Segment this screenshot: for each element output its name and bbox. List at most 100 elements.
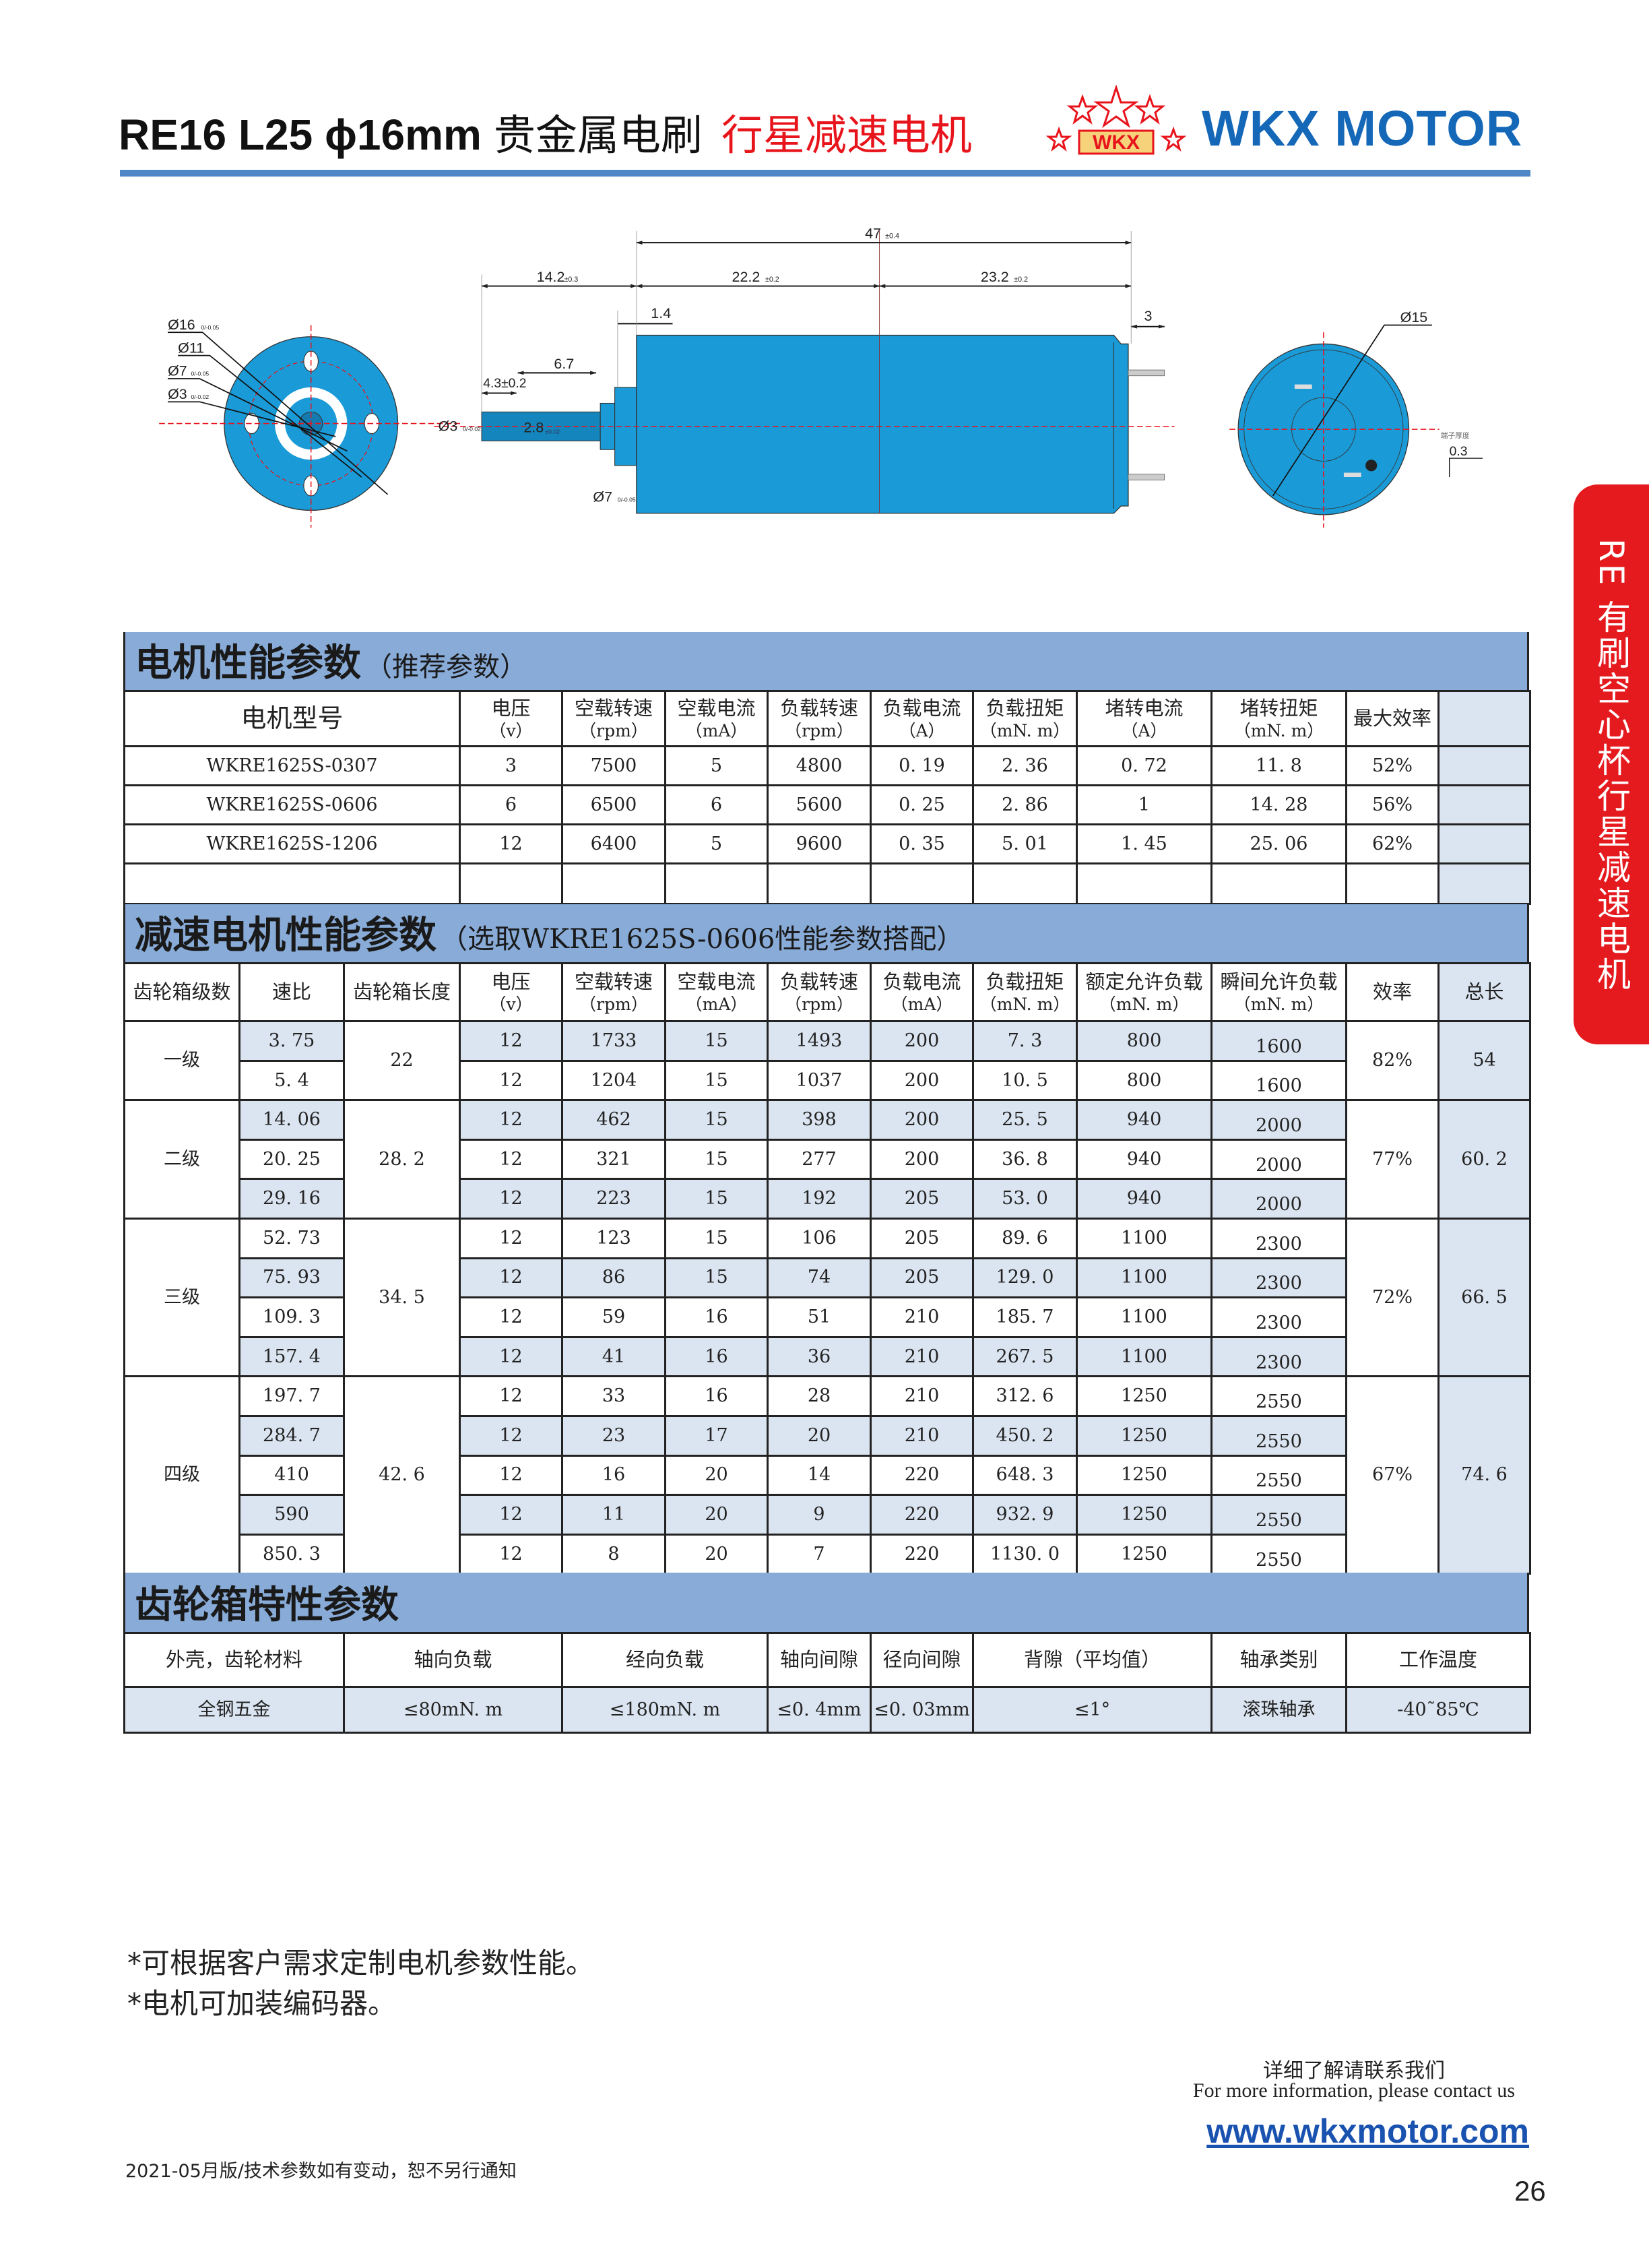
table-cell: 62% (1345, 823, 1440, 864)
table-cell: 5. 01 (972, 823, 1078, 864)
table-cell: 4800 (767, 745, 872, 786)
table-cell: 15 (664, 1257, 769, 1299)
table-cell: 15 (664, 1138, 769, 1180)
table-cell: ≤1° (972, 1686, 1212, 1734)
table-cell: 2. 36 (972, 745, 1078, 786)
table-row (123, 862, 1531, 905)
table-cell: 20 (664, 1533, 769, 1575)
table-cell (459, 862, 563, 905)
table-cell: 59 (561, 1296, 666, 1338)
table-cell: 1600 (1210, 1020, 1347, 1062)
column-header-name: 齿轮箱级数 (133, 980, 231, 1004)
reduction-ratio: 590 (238, 1494, 345, 1536)
table-cell: 1100 (1076, 1296, 1212, 1338)
column-header-unit: （rpm） (579, 721, 648, 741)
table-cell: 53. 0 (972, 1178, 1078, 1220)
column-header: 堵转电流 （A） (1076, 690, 1212, 747)
table-cell: 3 (459, 745, 563, 786)
table-cell: 2. 86 (972, 784, 1078, 825)
reduction-ratio: 410 (238, 1454, 345, 1497)
table-cell: 220 (870, 1494, 974, 1536)
column-header-unit: （A） (1121, 721, 1167, 741)
table-cell: 11. 8 (1210, 745, 1347, 786)
column-header-unit: （v） (489, 721, 533, 741)
table-cell: 450. 2 (972, 1414, 1078, 1457)
column-header: 负载电流 （A） (870, 690, 974, 747)
table-cell: 1100 (1076, 1335, 1212, 1378)
star-icon (1160, 126, 1187, 152)
table-cell (767, 862, 872, 905)
page-number: 26 (1514, 2175, 1546, 2207)
column-header: 最大效率 (1345, 690, 1440, 747)
table-row: 5. 4 12 1204 15 1037 200 10. 5 800 1600 (125, 1059, 1530, 1102)
column-header-unit: （rpm） (785, 995, 853, 1014)
dim-label: 0.3 (1450, 445, 1468, 459)
table-cell: 0. 72 (1076, 745, 1212, 786)
table-cell: 7. 3 (972, 1020, 1078, 1062)
table-cell: 1100 (1076, 1217, 1212, 1259)
column-header-unit: （mA） (685, 995, 748, 1014)
table-cell: 52% (1345, 745, 1440, 786)
table-cell: 1250 (1076, 1414, 1212, 1457)
dim-label: Ø3 (439, 418, 458, 434)
column-header: 负载扭矩 （mN. m） (972, 690, 1078, 747)
website-link[interactable]: www.wkxmotor.com (1206, 2112, 1529, 2150)
dim-tolerance: ±0.3 (564, 276, 578, 284)
table-cell (1437, 745, 1531, 786)
table-cell (664, 862, 769, 905)
reduction-ratio: 197. 7 (238, 1375, 345, 1417)
table-cell: 16 (561, 1454, 666, 1497)
table-cell: 223 (561, 1178, 666, 1220)
table-cell: 25. 06 (1210, 823, 1347, 864)
column-header-unit: （mA） (891, 995, 953, 1014)
column-header: 齿轮箱长度 (343, 962, 461, 1022)
dim-tolerance: 0/-0.05 (201, 324, 219, 331)
table-cell: 20 (664, 1454, 769, 1497)
terminal (1294, 384, 1312, 389)
table-cell: 89. 6 (972, 1217, 1078, 1259)
reduction-ratio: 157. 4 (238, 1335, 345, 1378)
dim-label: 3 (1144, 308, 1153, 324)
table-cell: 滚珠轴承 (1210, 1686, 1347, 1734)
table-cell: 312. 6 (972, 1375, 1078, 1417)
table-cell: 800 (1076, 1059, 1212, 1102)
reduction-ratio: 75. 93 (238, 1257, 345, 1299)
column-header: 负载转速 （rpm） (767, 962, 872, 1022)
table-cell: 800 (1076, 1020, 1212, 1062)
terminal (1343, 472, 1361, 478)
terminal (1128, 474, 1165, 480)
motor-performance-table: 电机型号 电压 （v） 空载转速 （rpm） 空载电流 （mA） 负载转速 （rpm） 负载电流（… (123, 690, 1531, 905)
table-cell: 1250 (1076, 1375, 1212, 1417)
column-header-name: 堵转扭矩 (1239, 696, 1318, 720)
table-cell: 462 (561, 1099, 666, 1141)
column-header: 总长 (1437, 962, 1531, 1022)
table-cell: 220 (870, 1533, 974, 1575)
table-cell: 200 (870, 1059, 974, 1102)
table-cell: 1100 (1076, 1257, 1212, 1299)
table-cell (1210, 862, 1347, 905)
table-cell: 1250 (1076, 1533, 1212, 1575)
dim-tolerance: ±0.02 (546, 429, 560, 435)
gearbox-length: 34. 5 (343, 1217, 461, 1378)
table-cell: 15 (664, 1217, 769, 1259)
table-cell: 36. 8 (972, 1138, 1078, 1180)
table-row: 850. 3 12 8 20 7 220 1130. 0 1250 2550 (125, 1533, 1530, 1575)
table-cell: 5 (664, 745, 769, 786)
table-cell: 2300 (1210, 1217, 1347, 1259)
table-cell: 0. 35 (870, 823, 974, 864)
category-side-tab: RE 有刷空心杯行星减速电机 (1574, 484, 1649, 1044)
table-row: 全钢五金 ≤80mN. m ≤180mN. m ≤0. 4mm ≤0. 03mm ≤1° 滚… (123, 1686, 1531, 1734)
table-cell: WKRE1625S-1206 (123, 823, 461, 864)
table-cell: 2000 (1210, 1099, 1347, 1141)
logo-plate (1078, 129, 1155, 155)
star-icon (1045, 126, 1072, 152)
gearmotor-performance-table: 齿轮箱级数 速比 齿轮箱长度 电压 （v） 空载转速 （rpm） 空载电流 （mA） 负载转速 （r… (123, 962, 1531, 1575)
motor-section-header: 电机性能参数 （推荐参数） (123, 632, 1529, 691)
table-cell: WKRE1625S-0606 (123, 784, 461, 825)
dim-tolerance: ±0.2 (765, 276, 779, 284)
table-cell: 12 (459, 1335, 563, 1378)
table-cell: ≤0. 03mm (870, 1686, 974, 1734)
dim-label: 2.8 (523, 419, 544, 435)
column-header: 速比 (238, 962, 345, 1022)
table-cell: 200 (870, 1099, 974, 1141)
